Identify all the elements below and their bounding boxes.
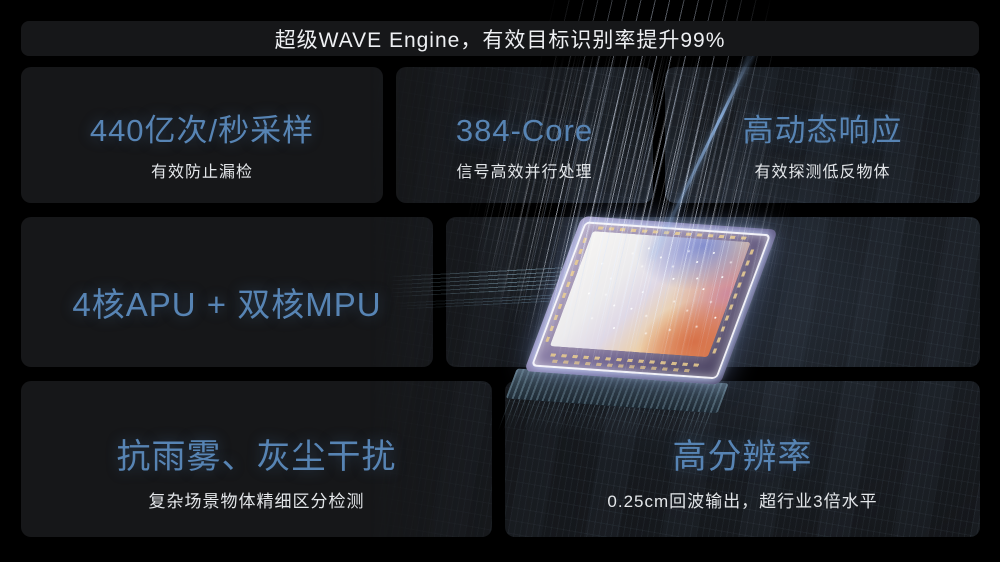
card-anti-interference: 抗雨雾、灰尘干扰 复杂场景物体精细区分检测 — [21, 381, 492, 537]
card-bg-sampling — [21, 67, 383, 203]
card-cores-heading: 384-Core — [455, 113, 594, 148]
card-cores: 384-Core 信号高效并行处理 — [396, 67, 653, 203]
banner: 超级WAVE Engine，有效目标识别率提升99% — [21, 21, 979, 56]
card-dynamic-response: 高动态响应 有效探测低反物体 — [665, 67, 980, 203]
banner-title: 超级WAVE Engine，有效目标识别率提升99% — [274, 28, 726, 52]
card-sampling: 440亿次/秒采样 有效防止漏检 — [21, 67, 383, 203]
circuit-board-texture — [370, 67, 383, 203]
card-apu-mpu: 4核APU + 双核MPU — [21, 217, 433, 367]
card-dynamic-response-subtext: 有效探测低反物体 — [754, 163, 891, 181]
card-anti-interference-subtext: 复杂场景物体精细区分检测 — [148, 491, 365, 511]
card-resolution-heading: 高分辨率 — [672, 438, 813, 476]
card-dynamic-response-heading: 高动态响应 — [742, 113, 903, 148]
card-sampling-heading: 440亿次/秒采样 — [89, 113, 315, 148]
card-apu-mpu-heading: 4核APU + 双核MPU — [72, 286, 382, 323]
card-resolution-subtext: 0.25cm回波输出，超行业3倍水平 — [607, 491, 878, 511]
card-cores-subtext: 信号高效并行处理 — [456, 163, 593, 181]
card-sampling-subtext: 有效防止漏检 — [150, 163, 253, 181]
card-resolution: 高分辨率 0.25cm回波输出，超行业3倍水平 — [505, 381, 980, 537]
card-anti-interference-heading: 抗雨雾、灰尘干扰 — [116, 438, 397, 476]
